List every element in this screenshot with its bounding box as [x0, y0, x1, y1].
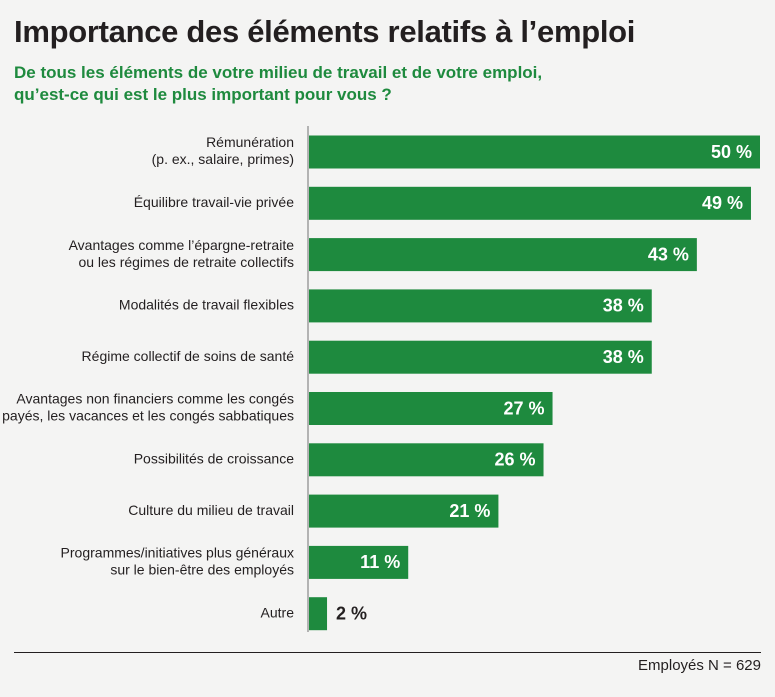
- category-label: Culture du milieu de travail: [128, 502, 294, 518]
- footer-divider: [14, 652, 761, 653]
- value-label: 2 %: [336, 603, 367, 623]
- bar-row: Autre 2 %: [261, 597, 367, 631]
- value-label: 27 %: [504, 398, 545, 418]
- bar: [309, 597, 328, 631]
- category-label: payés, les vacances et les congés sabbat…: [2, 408, 294, 424]
- category-label: Possibilités de croissance: [134, 451, 295, 467]
- category-label: Autre: [261, 604, 295, 620]
- value-label: 50 %: [711, 142, 752, 162]
- category-label: ou les régimes de retraite collectifs: [78, 254, 294, 270]
- value-label: 11 %: [360, 552, 400, 572]
- bar: [309, 443, 544, 477]
- bar: [309, 494, 499, 528]
- value-label: 21 %: [449, 501, 490, 521]
- bar-row: Régime collectif de soins de santé 38 %: [82, 340, 652, 374]
- value-label: 49 %: [702, 193, 743, 213]
- value-label: 38 %: [603, 347, 644, 367]
- bar: [309, 289, 652, 323]
- category-label: Avantages comme l’épargne-retraite: [69, 237, 295, 253]
- bar-row: Culture du milieu de travail 21 %: [128, 494, 499, 528]
- category-label: Rémunération: [206, 134, 294, 150]
- sample-size-note: Employés N = 629: [638, 657, 761, 674]
- bar: [309, 340, 652, 374]
- category-label: (p. ex., salaire, primes): [152, 151, 294, 167]
- bar-row: Équilibre travail-vie privée 49 %: [134, 186, 751, 220]
- category-label: sur le bien-être des employés: [110, 562, 294, 578]
- bar-row: Programmes/initiatives plus générauxsur …: [61, 545, 409, 579]
- bar: [309, 135, 760, 169]
- value-label: 43 %: [648, 244, 689, 264]
- bar: [309, 186, 751, 220]
- value-label: 38 %: [603, 296, 644, 316]
- category-label: Régime collectif de soins de santé: [82, 348, 295, 364]
- category-label: Modalités de travail flexibles: [119, 297, 294, 313]
- subtitle-line-1: De tous les éléments de votre milieu de …: [14, 63, 543, 82]
- bar-row: Modalités de travail flexibles 38 %: [119, 289, 652, 323]
- bar-row: Rémunération(p. ex., salaire, primes) 50 …: [152, 134, 760, 169]
- chart-subtitle: De tous les éléments de votre milieu de …: [14, 62, 754, 106]
- bar-row: Avantages non financiers comme les congé…: [2, 391, 553, 425]
- bar: [309, 545, 409, 579]
- category-label: Avantages non financiers comme les congé…: [16, 391, 294, 407]
- category-label: Équilibre travail-vie privée: [134, 194, 295, 210]
- subtitle-line-2: qu’est-ce qui est le plus important pour…: [14, 85, 392, 104]
- category-label: Programmes/initiatives plus généraux: [61, 545, 294, 561]
- bar-row: Possibilités de croissance 26 %: [134, 443, 544, 477]
- value-label: 26 %: [494, 450, 535, 470]
- bar: [309, 238, 697, 272]
- chart-title: Importance des éléments relatifs à l’emp…: [14, 14, 636, 49]
- bar: [309, 392, 553, 425]
